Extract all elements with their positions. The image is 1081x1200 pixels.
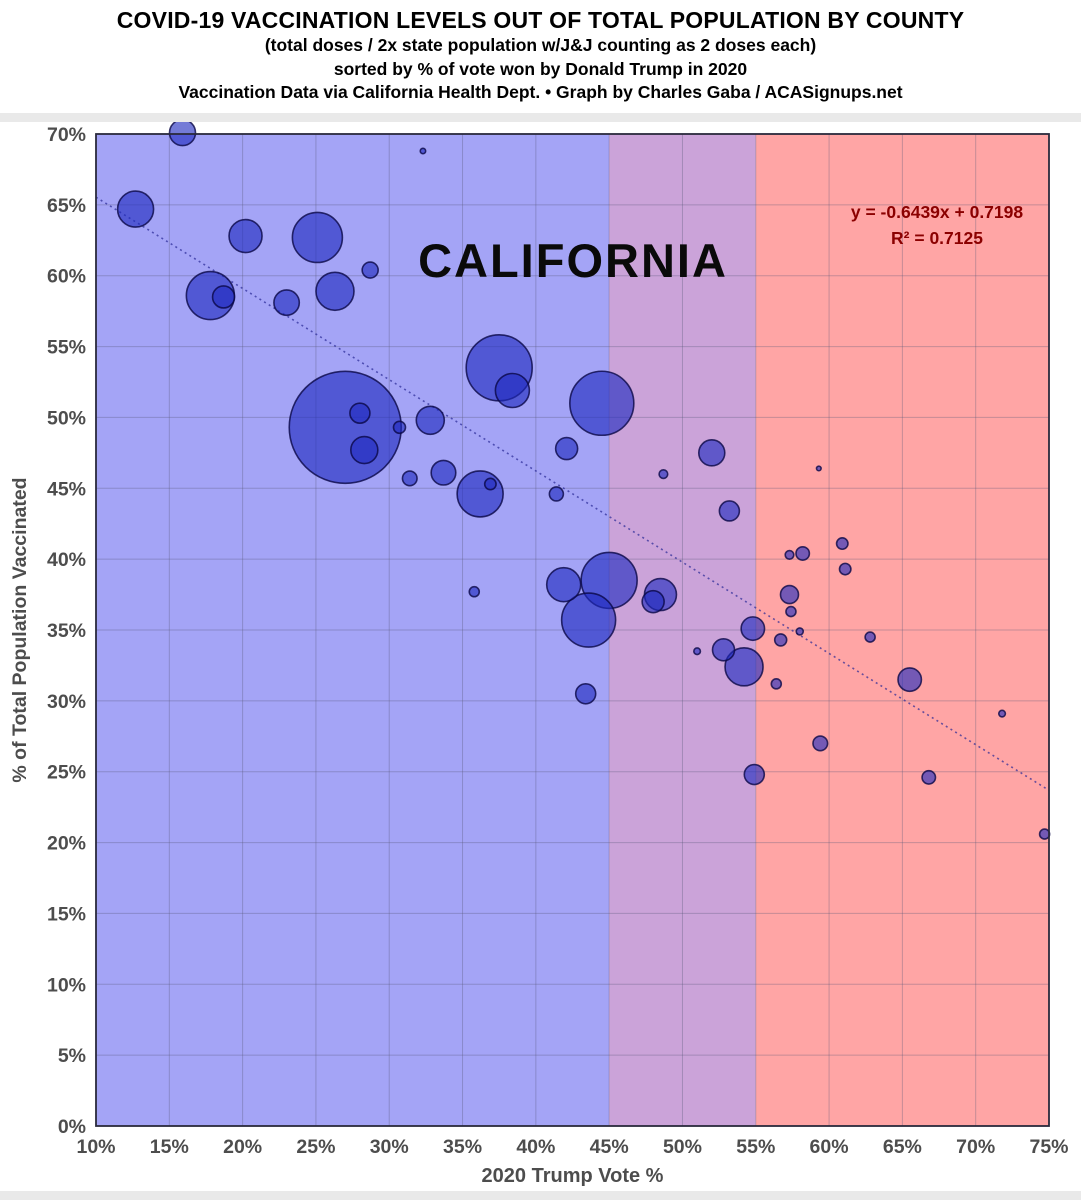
county-bubble	[430, 459, 457, 486]
county-bubble	[815, 465, 822, 472]
county-bubble	[350, 435, 379, 465]
y-tick-label: 15%	[47, 903, 86, 925]
county-bubble	[273, 289, 301, 317]
y-tick-label: 65%	[47, 195, 86, 217]
county-bubble	[569, 370, 635, 437]
county-bubble	[456, 470, 504, 518]
x-tick-label: 10%	[76, 1136, 115, 1158]
county-bubble	[468, 585, 481, 598]
county-bubble	[560, 592, 617, 648]
county-bubble	[838, 562, 852, 576]
county-bubble	[483, 477, 497, 491]
x-tick-label: 40%	[516, 1136, 555, 1158]
y-tick-label: 10%	[47, 974, 86, 996]
y-tick-label: 30%	[47, 691, 86, 713]
county-bubble	[897, 667, 923, 693]
x-tick-label: 70%	[956, 1136, 995, 1158]
county-bubble	[228, 218, 263, 254]
county-bubble	[545, 566, 582, 603]
county-bubble	[574, 682, 597, 705]
trendline	[95, 196, 1050, 791]
y-tick-label: 70%	[47, 124, 86, 146]
county-bubble	[641, 589, 665, 614]
county-bubble	[921, 769, 937, 785]
county-bubble	[997, 709, 1007, 718]
plot-border	[95, 133, 1050, 1127]
x-axis-title: 2020 Trump Vote %	[482, 1165, 664, 1187]
y-tick-label: 45%	[47, 478, 86, 500]
chart-subtitle: (total doses / 2x state population w/J&J…	[264, 35, 817, 55]
x-tick-label: 25%	[296, 1136, 335, 1158]
x-tick-label: 45%	[590, 1136, 629, 1158]
county-bubble	[795, 627, 805, 636]
x-tick-label: 60%	[810, 1136, 849, 1158]
window-seam-top	[0, 113, 1081, 122]
chart-sort-note: sorted by % of vote won by Donald Trump …	[333, 58, 748, 79]
county-bubble	[785, 605, 797, 618]
county-bubble	[711, 638, 736, 662]
county-bubble	[697, 439, 726, 467]
y-tick-label: 60%	[47, 266, 86, 288]
chart-title: COVID-19 VACCINATION LEVELS OUT OF TOTAL…	[116, 7, 965, 33]
background-band	[609, 134, 756, 1126]
x-tick-label: 55%	[736, 1136, 775, 1158]
x-tick-label: 35%	[443, 1136, 482, 1158]
county-bubble	[658, 469, 669, 480]
county-bubble	[724, 647, 764, 687]
y-tick-label: 25%	[47, 762, 86, 784]
county-bubble	[740, 616, 766, 642]
county-bubble	[419, 147, 427, 155]
county-bubble	[779, 584, 800, 605]
county-bubble	[168, 118, 197, 147]
y-tick-label: 5%	[58, 1045, 86, 1067]
y-tick-label: 0%	[58, 1116, 86, 1138]
county-bubble	[392, 420, 407, 435]
county-bubble	[835, 537, 849, 551]
county-bubble	[288, 370, 403, 485]
county-bubble	[693, 647, 702, 656]
y-tick-label: 40%	[47, 549, 86, 571]
y-axis-title: % of Total Population Vaccinated	[9, 477, 31, 782]
x-tick-label: 30%	[370, 1136, 409, 1158]
county-bubble	[864, 631, 876, 643]
y-tick-label: 20%	[47, 833, 86, 855]
county-bubble	[718, 500, 741, 522]
county-bubble	[812, 735, 829, 752]
trendline-r-squared: R² = 0.7125	[891, 228, 983, 248]
x-tick-label: 15%	[150, 1136, 189, 1158]
county-bubble	[554, 436, 579, 461]
window-seam-bottom	[0, 1191, 1081, 1200]
background-band	[755, 134, 1049, 1126]
county-bubble	[743, 763, 766, 786]
x-tick-label: 50%	[663, 1136, 702, 1158]
county-bubble	[795, 545, 811, 561]
x-tick-label: 20%	[223, 1136, 262, 1158]
x-tick-label: 75%	[1029, 1136, 1068, 1158]
county-bubble	[770, 678, 783, 690]
county-bubble	[548, 486, 565, 502]
county-bubble	[773, 633, 788, 647]
county-bubble	[315, 271, 355, 312]
county-bubble	[211, 285, 236, 309]
county-bubble	[291, 211, 344, 264]
trendline-equation: y = -0.6439x + 0.7198	[851, 202, 1023, 222]
y-tick-label: 55%	[47, 337, 86, 359]
county-bubble	[494, 372, 531, 409]
county-bubble	[415, 405, 446, 436]
chart-header: COVID-19 VACCINATION LEVELS OUT OF TOTAL…	[0, 6, 1081, 105]
county-bubble	[349, 402, 371, 424]
y-tick-label: 50%	[47, 407, 86, 429]
county-bubble	[401, 470, 418, 487]
county-bubble	[361, 261, 379, 279]
y-tick-label: 35%	[47, 620, 86, 642]
x-tick-label: 65%	[883, 1136, 922, 1158]
state-annotation: CALIFORNIA	[418, 234, 728, 287]
county-bubble	[784, 549, 795, 560]
county-bubble	[116, 190, 155, 228]
chart-credit: Vaccination Data via California Health D…	[178, 82, 903, 102]
